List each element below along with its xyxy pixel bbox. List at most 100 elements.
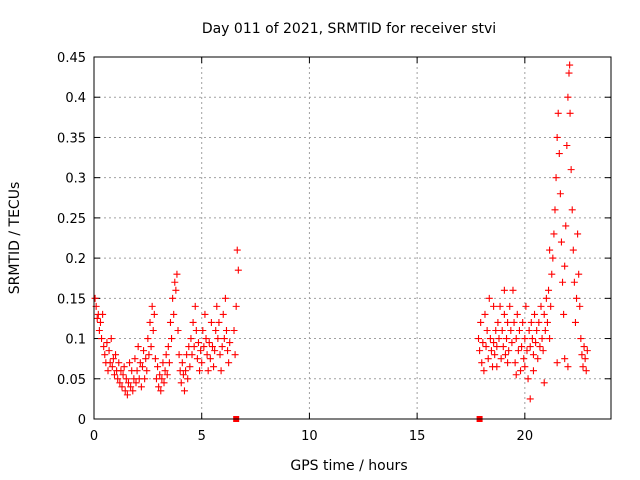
data-point [197, 347, 205, 355]
data-point [212, 327, 220, 335]
data-point [192, 327, 200, 335]
data-point [490, 339, 498, 347]
data-point [180, 387, 188, 395]
data-point [526, 343, 534, 351]
y-tick-label: 0.45 [57, 51, 86, 66]
data-point [199, 327, 207, 335]
data-point [565, 69, 573, 77]
data-point [503, 335, 511, 343]
data-point [543, 318, 551, 326]
data-point [573, 294, 581, 302]
data-point [500, 286, 508, 294]
data-point [504, 359, 512, 367]
data-point [144, 335, 152, 343]
data-point [510, 318, 518, 326]
data-point [486, 335, 494, 343]
data-point [198, 359, 206, 367]
data-point [526, 395, 534, 403]
data-point [201, 310, 209, 318]
data-point [95, 327, 103, 335]
data-point [184, 375, 192, 383]
data-point [203, 351, 211, 359]
y-tick-label: 0.3 [65, 172, 86, 187]
y-tick-label: 0.35 [57, 131, 86, 146]
data-point [154, 363, 162, 371]
data-point [170, 310, 178, 318]
data-point [159, 359, 167, 367]
data-point [140, 347, 148, 355]
data-point [149, 327, 157, 335]
data-point [477, 318, 485, 326]
data-point [108, 363, 116, 371]
data-point [190, 343, 198, 351]
data-point [529, 367, 537, 375]
y-tick-label: 0.25 [57, 212, 86, 227]
data-point [577, 335, 585, 343]
data-point [555, 150, 563, 158]
y-tick-label: 0 [78, 413, 86, 428]
data-point [162, 351, 170, 359]
y-tick-label: 0.05 [57, 373, 86, 388]
data-point [204, 367, 212, 375]
data-point [169, 294, 177, 302]
data-point [539, 347, 547, 355]
data-point [511, 359, 519, 367]
data-point [531, 310, 539, 318]
data-point [93, 314, 101, 322]
data-point [123, 391, 131, 399]
data-point [214, 335, 222, 343]
data-point [505, 347, 513, 355]
data-point [523, 347, 531, 355]
data-point [540, 310, 548, 318]
data-point [210, 363, 218, 371]
data-point [205, 339, 213, 347]
data-point [552, 174, 560, 182]
data-point [529, 351, 537, 359]
data-point [575, 270, 583, 278]
data-point [142, 355, 150, 363]
data-point [535, 318, 543, 326]
data-point [517, 367, 525, 375]
data-point [143, 367, 151, 375]
y-tick-label: 0.15 [57, 292, 86, 307]
data-point [518, 343, 526, 351]
data-point [221, 294, 229, 302]
data-point [561, 262, 569, 270]
data-point [501, 351, 509, 359]
data-point [161, 367, 169, 375]
data-point [121, 387, 129, 395]
data-point [534, 355, 542, 363]
data-point [156, 371, 164, 379]
data-point [537, 302, 545, 310]
data-point [178, 359, 186, 367]
data-point [174, 327, 182, 335]
data-point [99, 310, 107, 318]
data-point [554, 109, 562, 117]
data-point [107, 335, 115, 343]
data-point [519, 318, 527, 326]
data-point [177, 379, 185, 387]
data-point [230, 327, 238, 335]
y-tick-label: 0.1 [65, 333, 86, 348]
data-point [231, 351, 239, 359]
data-point [157, 387, 165, 395]
data-point [134, 343, 142, 351]
x-tick-label: 20 [517, 429, 534, 444]
data-point [493, 363, 501, 371]
data-point [567, 166, 575, 174]
x-tick-label: 0 [90, 429, 98, 444]
data-point [564, 93, 572, 101]
data-point [124, 379, 132, 387]
data-point [485, 294, 493, 302]
data-point [206, 355, 214, 363]
data-point [215, 318, 223, 326]
data-point [524, 375, 532, 383]
data-point [562, 222, 570, 230]
data-point [571, 318, 579, 326]
data-point [493, 343, 501, 351]
data-point [126, 359, 134, 367]
data-point [541, 327, 549, 335]
data-point [164, 343, 172, 351]
data-point [520, 355, 528, 363]
data-point [189, 318, 197, 326]
